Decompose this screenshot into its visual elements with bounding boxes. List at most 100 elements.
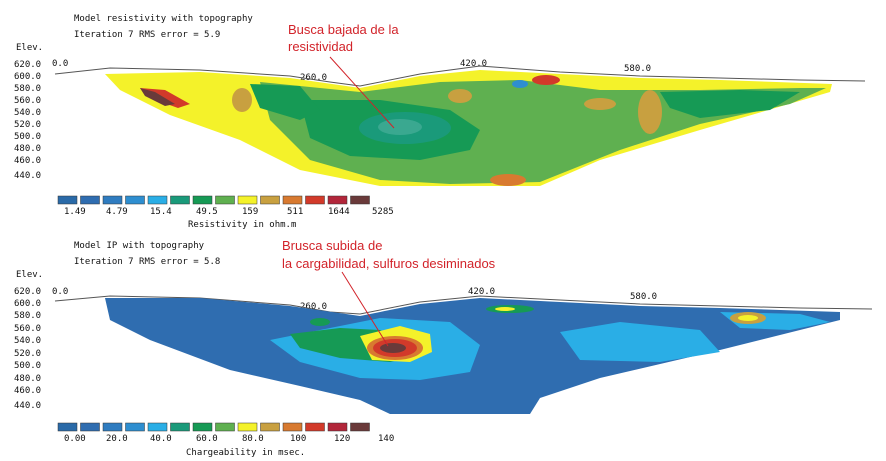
res-y-tick: 540.0 bbox=[14, 108, 41, 118]
resistivity-y-axis: 620.0 600.0 580.0 560.0 540.0 520.0 500.… bbox=[14, 60, 41, 181]
ip-legend-swatch bbox=[215, 422, 235, 432]
ip-x-tick: 420.0 bbox=[468, 287, 495, 297]
resistivity-elev-label: Elev. bbox=[16, 43, 43, 53]
ip-legend-swatch bbox=[327, 422, 348, 432]
ip-y-tick: 500.0 bbox=[14, 361, 41, 371]
ip-legend-swatch bbox=[350, 422, 370, 432]
res-legend-swatch bbox=[215, 195, 235, 205]
chargeability-section bbox=[105, 298, 840, 414]
res-high-orange-1 bbox=[232, 88, 252, 112]
res-legend-value: 1.49 bbox=[64, 207, 86, 217]
resistivity-topography-line bbox=[54, 65, 866, 87]
res-high-blue-1 bbox=[512, 80, 528, 88]
chargeability-annotation-line-2: la cargabilidad, sulfuros desiminados bbox=[282, 256, 496, 271]
res-legend-value: 15.4 bbox=[150, 207, 172, 217]
ip-legend-swatch bbox=[147, 422, 168, 432]
res-legend-value: 511 bbox=[287, 207, 303, 217]
ip-x-tick: 0.0 bbox=[52, 287, 68, 297]
res-legend-swatch bbox=[327, 195, 348, 205]
ip-legend-swatch bbox=[80, 422, 100, 432]
ip-legend-value: 60.0 bbox=[196, 434, 218, 444]
resistivity-panel: Model resistivity with topography Iterat… bbox=[14, 14, 866, 230]
res-high-left-edge bbox=[140, 88, 175, 106]
res-high-orange-4 bbox=[448, 89, 472, 103]
res-legend-swatch bbox=[57, 195, 78, 205]
res-legend-swatch bbox=[102, 195, 123, 205]
ip-legend-swatch bbox=[260, 422, 280, 432]
res-legend-swatch bbox=[260, 195, 280, 205]
resistivity-x-axis: 0.0 260.0 420.0 580.0 bbox=[52, 59, 651, 83]
chargeability-legend bbox=[57, 422, 370, 432]
resistivity-legend bbox=[57, 195, 370, 205]
res-legend-swatch bbox=[282, 195, 303, 205]
ip-y-tick: 480.0 bbox=[14, 374, 41, 384]
res-y-tick: 580.0 bbox=[14, 84, 41, 94]
ip-legend-value: 20.0 bbox=[106, 434, 128, 444]
ip-x-tick: 580.0 bbox=[630, 292, 657, 302]
ip-legend-value: 100 bbox=[290, 434, 306, 444]
resistivity-annotation-line-1: Busca bajada de la bbox=[288, 22, 399, 37]
res-legend-swatch bbox=[147, 195, 168, 205]
res-x-tick: 420.0 bbox=[460, 59, 487, 69]
ip-legend-swatch bbox=[305, 422, 325, 432]
res-y-tick: 600.0 bbox=[14, 72, 41, 82]
res-high-red-1 bbox=[532, 75, 560, 85]
chargeability-x-axis: 0.0 260.0 420.0 580.0 bbox=[52, 287, 657, 312]
ip-x-tick: 260.0 bbox=[300, 302, 327, 312]
res-legend-swatch bbox=[237, 195, 258, 205]
res-legend-swatch bbox=[305, 195, 325, 205]
ip-y-tick: 540.0 bbox=[14, 336, 41, 346]
ip-legend-value: 0.00 bbox=[64, 434, 86, 444]
ip-legend-swatch bbox=[57, 422, 78, 432]
res-legend-caption: Resistivity in ohm.m bbox=[188, 220, 296, 230]
res-legend-swatch bbox=[125, 195, 145, 205]
ip-top-yellow bbox=[495, 307, 515, 311]
res-legend-swatch bbox=[80, 195, 100, 205]
ip-legend-swatch bbox=[282, 422, 303, 432]
ip-y-tick: 460.0 bbox=[14, 386, 41, 396]
resistivity-title: Model resistivity with topography bbox=[74, 14, 253, 24]
chargeability-elev-label: Elev. bbox=[16, 270, 43, 280]
ip-legend-swatch bbox=[170, 422, 190, 432]
resistivity-section bbox=[105, 70, 832, 186]
res-green-right bbox=[660, 90, 800, 118]
chargeability-y-axis: 620.0 600.0 580.0 560.0 540.0 520.0 500.… bbox=[14, 287, 41, 411]
ip-legend-caption: Chargeability in msec. bbox=[186, 448, 305, 458]
res-legend-value: 1644 bbox=[328, 207, 350, 217]
ip-legend-value: 140 bbox=[378, 434, 394, 444]
res-x-tick: 260.0 bbox=[300, 73, 327, 83]
res-high-orange-3 bbox=[584, 98, 616, 110]
res-y-tick: 440.0 bbox=[14, 171, 41, 181]
chargeability-panel: Model IP with topography Iteration 7 RMS… bbox=[14, 238, 873, 458]
chargeability-annotation-line-1: Brusca subida de bbox=[282, 238, 382, 253]
ip-legend-value: 40.0 bbox=[150, 434, 172, 444]
ip-legend-swatch bbox=[237, 422, 258, 432]
ip-light-blue-2 bbox=[560, 322, 720, 362]
res-legend-value: 49.5 bbox=[196, 207, 218, 217]
res-y-tick: 500.0 bbox=[14, 132, 41, 142]
ip-right-high-core bbox=[738, 315, 758, 321]
ip-legend-value: 80.0 bbox=[242, 434, 264, 444]
res-legend-swatch bbox=[192, 195, 213, 205]
chargeability-title: Model IP with topography bbox=[74, 241, 205, 251]
chargeability-annotation-pointer bbox=[341, 271, 389, 347]
ip-y-tick: 600.0 bbox=[14, 299, 41, 309]
res-green-left bbox=[250, 84, 320, 120]
ip-high-core bbox=[380, 343, 406, 353]
ip-y-tick: 560.0 bbox=[14, 324, 41, 334]
res-y-tick: 620.0 bbox=[14, 60, 41, 70]
res-x-tick: 580.0 bbox=[624, 64, 651, 74]
res-legend-swatch bbox=[170, 195, 190, 205]
res-y-tick: 460.0 bbox=[14, 156, 41, 166]
res-high-orange-2 bbox=[638, 90, 662, 134]
res-y-tick: 520.0 bbox=[14, 120, 41, 130]
ip-legend-swatch bbox=[102, 422, 123, 432]
ip-legend-swatch bbox=[192, 422, 213, 432]
chargeability-subtitle: Iteration 7 RMS error = 5.8 bbox=[74, 257, 220, 267]
res-low-core bbox=[378, 119, 422, 135]
res-y-tick: 480.0 bbox=[14, 144, 41, 154]
resistivity-subtitle: Iteration 7 RMS error = 5.9 bbox=[74, 30, 220, 40]
ip-y-tick: 520.0 bbox=[14, 349, 41, 359]
res-x-tick: 0.0 bbox=[52, 59, 68, 69]
